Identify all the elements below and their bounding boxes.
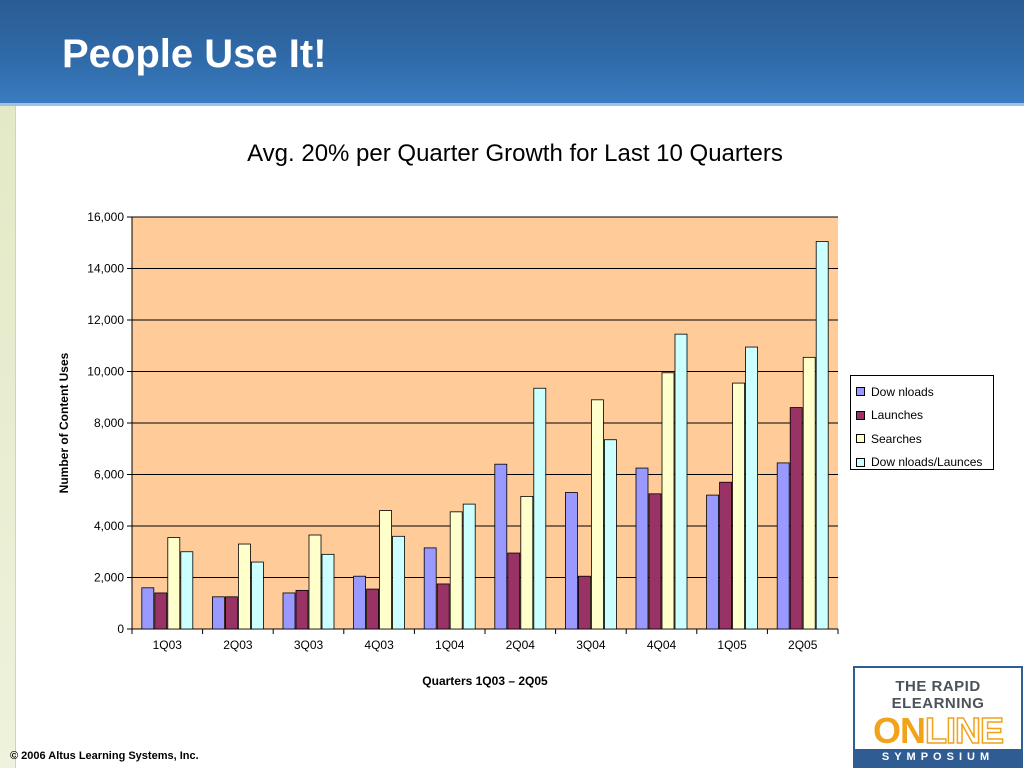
bar-3-3Q04 <box>591 399 604 630</box>
bar-3-2Q04 <box>520 495 534 630</box>
y-tick-label: 8,000 <box>94 416 124 430</box>
left-accent-bar <box>0 106 15 768</box>
x-tick-label: 4Q03 <box>364 638 394 652</box>
slide-title: People Use It! <box>62 32 327 76</box>
y-tick-label: 12,000 <box>87 313 124 327</box>
bar-4-1Q03 <box>180 551 194 630</box>
header-divider <box>0 103 1024 106</box>
bar-2-2Q04 <box>507 552 521 630</box>
y-tick-label: 4,000 <box>94 519 124 533</box>
bar-3-3Q03 <box>308 534 322 630</box>
legend-label-launches: Launches <box>871 408 924 423</box>
legend-item-searches: Searches <box>851 427 993 451</box>
x-tick-label: 1Q03 <box>153 638 183 652</box>
x-axis-title: Quarters 1Q03 – 2Q05 <box>422 674 548 688</box>
logo-line-2: ELEARNING <box>891 695 985 712</box>
bar-2-4Q03 <box>366 588 380 630</box>
chart-legend: Dow nloads Launches Searches Dow nloads/… <box>850 375 994 470</box>
legend-swatch-downloads-launches <box>856 457 865 467</box>
x-tick-label: 3Q04 <box>576 638 606 652</box>
y-tick-label: 16,000 <box>87 210 124 224</box>
y-tick-label: 6,000 <box>94 468 124 482</box>
bar-3-4Q03 <box>379 510 393 630</box>
bar-1-1Q03 <box>141 587 155 630</box>
x-tick-label: 1Q05 <box>717 638 747 652</box>
x-tick-label: 2Q05 <box>788 638 818 652</box>
bar-3-4Q04 <box>661 372 675 630</box>
logo-line-1: THE RAPID <box>895 678 981 695</box>
y-tick-label: 10,000 <box>87 365 124 379</box>
bar-4-1Q04 <box>462 503 476 630</box>
y-tick-label: 2,000 <box>94 571 124 585</box>
legend-label-searches: Searches <box>871 431 922 446</box>
x-tick-label: 2Q03 <box>223 638 253 652</box>
bar-2-2Q05 <box>789 407 803 630</box>
symposium-logo: THE RAPID ELEARNING ONLINE SYMPOSIUM <box>853 666 1023 768</box>
bar-3-1Q04 <box>449 511 463 630</box>
legend-item-launches: Launches <box>851 404 993 428</box>
legend-item-downloads-launches: Dow nloads/Launces <box>851 451 993 475</box>
bar-4-2Q04 <box>533 387 547 630</box>
chart-title: Avg. 20% per Quarter Growth for Last 10 … <box>247 140 783 167</box>
x-tick-label: 2Q04 <box>506 638 536 652</box>
y-tick-label: 14,000 <box>87 262 124 276</box>
logo-online-on: ON <box>872 710 926 751</box>
x-tick-label: 1Q04 <box>435 638 465 652</box>
legend-swatch-searches <box>856 434 865 444</box>
bar-4-3Q03 <box>321 553 335 630</box>
bar-3-1Q03 <box>167 537 181 630</box>
bar-2-1Q04 <box>436 583 450 630</box>
bar-4-4Q03 <box>392 535 406 630</box>
bar-2-1Q05 <box>719 481 732 630</box>
bar-1-1Q04 <box>423 547 437 630</box>
bar-3-2Q05 <box>802 356 816 630</box>
legend-swatch-launches <box>856 410 865 420</box>
logo-band: SYMPOSIUM <box>855 749 1021 766</box>
legend-label-downloads: Dow nloads <box>871 384 934 399</box>
bar-2-3Q03 <box>295 589 309 630</box>
slide-header <box>0 0 1024 103</box>
bar-3-2Q03 <box>237 543 251 630</box>
bar-4-2Q05 <box>815 241 829 630</box>
bar-1-2Q05 <box>776 462 790 630</box>
bar-1-4Q03 <box>353 575 367 630</box>
legend-swatch-downloads <box>856 387 865 397</box>
bar-4-3Q04 <box>604 439 617 630</box>
y-tick-label: 0 <box>117 622 124 636</box>
bar-3-1Q05 <box>732 382 745 630</box>
bar-1-2Q03 <box>211 596 225 630</box>
left-accent-divider <box>15 106 16 768</box>
y-axis-title: Number of Content Uses <box>57 352 71 493</box>
bar-4-1Q05 <box>745 346 758 630</box>
bar-1-1Q05 <box>706 494 719 630</box>
bar-2-1Q03 <box>154 592 168 630</box>
bar-1-2Q04 <box>494 463 508 630</box>
bar-2-2Q03 <box>224 596 238 630</box>
bar-1-3Q03 <box>282 592 296 630</box>
x-tick-label: 4Q04 <box>647 638 677 652</box>
bar-4-2Q03 <box>250 561 264 630</box>
bar-2-3Q04 <box>578 575 591 630</box>
bar-1-4Q04 <box>635 467 649 630</box>
legend-label-downloads-launches: Dow nloads/Launces <box>871 455 983 470</box>
logo-online: ONLINE <box>855 710 1021 751</box>
legend-item-downloads: Dow nloads <box>851 380 993 404</box>
copyright-footer: © 2006 Altus Learning Systems, Inc. <box>10 750 199 762</box>
x-tick-label: 3Q03 <box>294 638 324 652</box>
bar-4-4Q04 <box>674 333 688 630</box>
bar-1-3Q04 <box>565 492 578 630</box>
bar-2-4Q04 <box>648 493 662 630</box>
logo-online-line: LINE <box>924 710 1005 751</box>
